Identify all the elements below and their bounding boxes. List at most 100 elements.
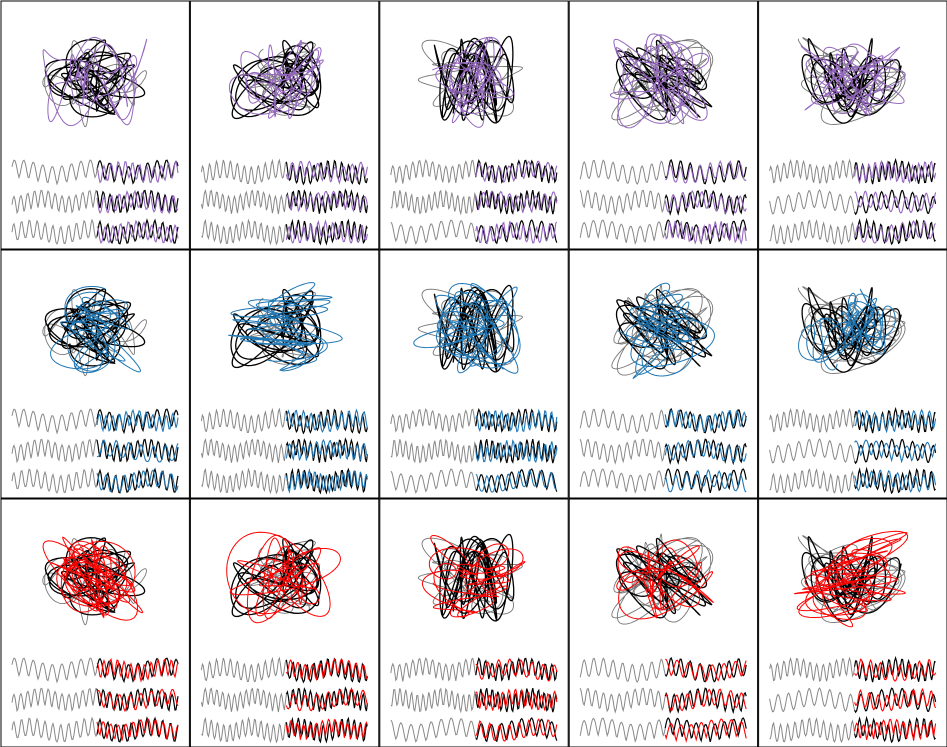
series-truth [285,159,368,186]
panel [189,0,380,250]
attractor-prediction [228,282,343,372]
series-truth [854,438,937,465]
series-prediction [854,658,937,682]
series-history [390,468,477,494]
series-history [200,158,287,185]
series-prediction [475,468,557,493]
series-prediction [286,190,368,213]
series-history [390,189,477,216]
series-prediction [475,160,558,184]
series-truth [664,189,747,217]
series-history [769,468,856,494]
panel [0,249,190,499]
series-prediction [854,469,937,493]
series-truth [475,468,558,494]
series-history [11,438,98,464]
series-history [390,407,477,433]
series-history [769,717,856,743]
series-history [769,407,856,433]
series-truth [854,189,937,216]
series-history [579,468,666,494]
series-history [201,218,287,246]
panel [189,249,380,499]
series-history [201,716,287,744]
series-truth [96,438,179,463]
series-prediction [664,190,747,214]
series-prediction [96,469,179,493]
series-prediction [285,468,368,494]
series-truth [285,218,368,246]
series-prediction [664,658,747,682]
attractor-prediction [413,282,521,374]
series-history [390,438,477,465]
series-prediction [664,469,747,493]
panel-border [0,498,190,747]
series-truth [664,687,747,715]
series-history [769,687,856,713]
series-history [579,438,666,465]
series-prediction [285,718,368,740]
panel-border [568,249,759,499]
series-prediction [96,160,179,184]
attractor-truth [230,537,322,618]
series-truth [664,158,747,185]
panel [568,0,759,250]
series-history [579,219,666,245]
series-prediction [285,408,368,434]
panel [758,249,947,499]
panel [379,0,569,250]
series-prediction [854,159,937,185]
series-history [390,158,477,184]
series-prediction [854,220,937,244]
panel [189,498,380,747]
series-history [200,686,287,713]
attractor-reference [42,39,147,128]
series-history [200,437,287,464]
series-prediction [854,408,937,434]
series-truth [475,158,558,184]
series-history [579,189,666,216]
series-prediction [96,688,179,713]
attractor-prediction [798,288,896,371]
panel [0,0,190,250]
series-prediction [475,221,558,244]
series-prediction [664,688,747,712]
series-history [11,189,98,215]
series-history [579,408,666,434]
panel [568,498,759,747]
series-prediction [665,159,747,184]
series-history [200,188,287,215]
attractor-prediction [226,531,342,624]
attractor-prediction [432,36,514,128]
series-prediction [664,409,747,433]
attractor-truth [801,286,902,373]
series-history [579,687,666,714]
panel [568,249,759,499]
series-history [11,159,98,186]
panel [0,498,190,747]
panel-border [758,249,947,499]
series-history [201,467,287,495]
series-history [200,656,287,683]
panel-border [568,498,759,747]
series-truth [664,219,747,245]
attractor-prediction [42,36,148,127]
series-truth [664,407,747,434]
series-prediction [854,190,937,214]
attractor-truth [44,537,146,616]
attractor-prediction [42,536,144,621]
series-history [769,656,856,682]
series-prediction [96,408,179,433]
attractor-truth [615,288,713,370]
series-truth [285,437,368,463]
series-prediction [96,718,179,741]
series-history [390,687,477,714]
series-prediction [285,438,368,462]
series-history [769,219,856,245]
series-prediction [475,718,558,742]
series-truth [475,687,558,713]
series-prediction [854,718,937,741]
series-prediction [285,688,368,712]
series-truth [475,656,558,682]
